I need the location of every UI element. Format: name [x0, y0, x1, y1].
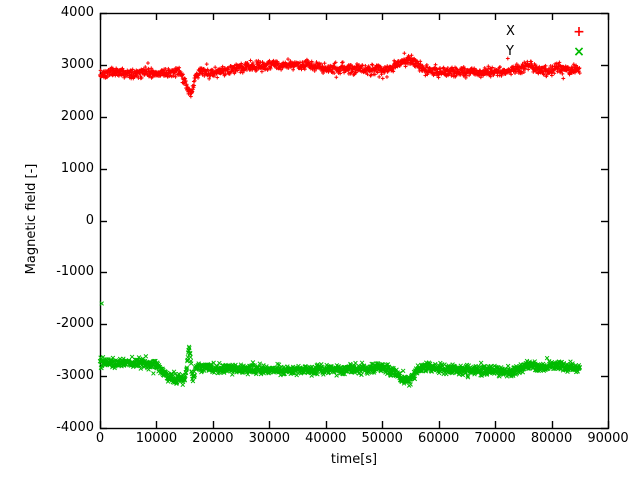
x-tick-label: 0: [95, 431, 105, 446]
series-y: [97, 301, 583, 388]
x-tick-label: 40000: [305, 431, 347, 446]
y-tick-label: -3000: [56, 368, 94, 384]
x-tick-label: 90000: [587, 431, 629, 446]
axis-frame: [99, 12, 610, 430]
y-tick-label: 0: [85, 212, 94, 228]
y-tick-label: 3000: [60, 56, 94, 72]
x-tick-label: 10000: [135, 431, 178, 446]
x-tick-label: 70000: [474, 431, 516, 446]
y-tick-label: 1000: [60, 160, 94, 176]
y-tick-label: -2000: [56, 316, 94, 332]
data-layer: [97, 51, 583, 388]
x-tick-label: 30000: [248, 431, 290, 446]
y-tick-label: -1000: [56, 264, 94, 280]
y-axis-tick-labels: -4000 -3000 -2000 -1000 0 1000 2000 3000 4000: [8, 0, 94, 480]
x-axis-label: time[s]: [330, 452, 378, 467]
x-tick-label: 20000: [192, 431, 234, 446]
y-tick-label: -4000: [56, 420, 94, 435]
y-tick-label: 2000: [60, 108, 94, 124]
series-x: [98, 51, 582, 99]
x-tick-label: 50000: [361, 431, 403, 446]
y-tick-label: 4000: [60, 5, 94, 20]
x-tick-label: 60000: [417, 431, 460, 446]
x-tick-label: 80000: [530, 431, 573, 446]
